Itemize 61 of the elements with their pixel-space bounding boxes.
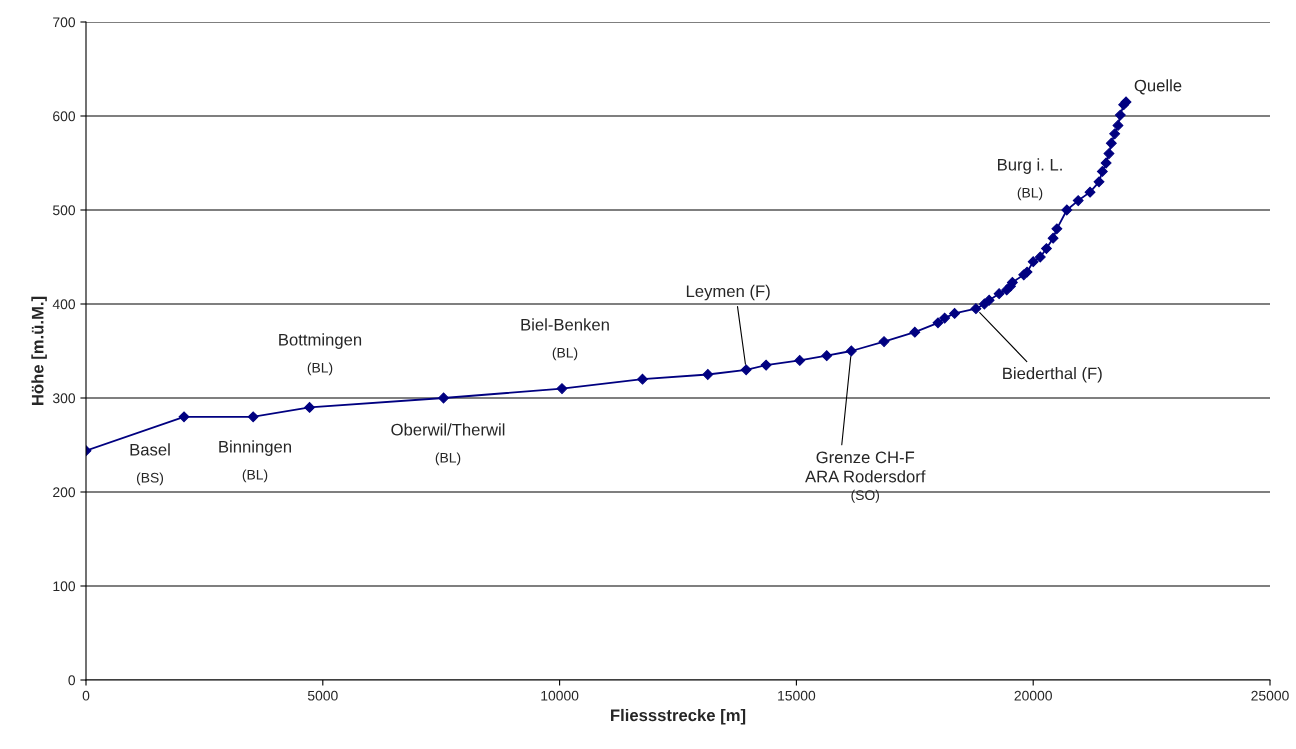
point [247, 411, 259, 423]
point [1100, 157, 1112, 169]
x-tick-label: 10000 [541, 690, 579, 701]
y-tick-label: 100 [53, 581, 76, 592]
point [438, 392, 449, 404]
point [1061, 204, 1073, 216]
point [939, 312, 951, 324]
point [949, 307, 961, 319]
annotation: Biederthal (F) [1003, 367, 1102, 383]
point [178, 411, 190, 423]
point [1096, 166, 1108, 177]
annotation: Oberwil/Therwil (BL) [391, 423, 505, 466]
point [1093, 176, 1105, 188]
annotation: Binningen (BL) [219, 440, 291, 483]
x-tick-label: 5000 [307, 690, 338, 701]
y-tick-label: 200 [53, 487, 76, 498]
y-tick-label: 300 [52, 393, 76, 404]
point [878, 336, 890, 348]
point [845, 345, 857, 357]
x-tick-label: 25000 [1251, 690, 1289, 701]
point [1112, 119, 1124, 131]
point [1047, 232, 1059, 244]
x-tick-label: 15000 [778, 690, 816, 701]
point [1105, 137, 1117, 149]
y-tick-label: 0 [68, 675, 76, 686]
point [740, 364, 752, 376]
point [637, 373, 648, 385]
point [1084, 186, 1096, 198]
y-tick-label: 500 [52, 205, 76, 216]
y-tick-label: 600 [53, 111, 76, 122]
point [821, 350, 833, 362]
point [1103, 148, 1115, 160]
point [794, 354, 806, 366]
annotation: Leymen (F) [686, 284, 770, 301]
annotation: Grenze CH-F ARA Rodersdorf (SO) [805, 451, 926, 503]
y-tick-label: 400 [52, 299, 76, 310]
point [760, 359, 772, 371]
point [1114, 109, 1126, 121]
x-axis-title: Fliessstrecke [m] [611, 708, 746, 725]
y-tick-label: 700 [53, 17, 76, 28]
point [1027, 256, 1039, 268]
point [702, 369, 714, 380]
annotation: Bottmingen (BL) [279, 333, 362, 376]
point [1051, 223, 1063, 235]
annotation: Burg i. L. (BL) [998, 158, 1062, 201]
point [1072, 195, 1084, 207]
point [909, 326, 921, 338]
annotation: Basel (BS) [130, 443, 170, 486]
point [932, 317, 944, 329]
point [304, 401, 315, 413]
x-tick-label: 0 [82, 690, 90, 701]
y-axis-title: Höhe [m.ü.M.] [31, 296, 47, 405]
point [1034, 251, 1046, 263]
point [1041, 243, 1052, 254]
point [556, 383, 568, 395]
point [970, 303, 982, 315]
annotation: Quelle [1134, 79, 1182, 95]
point [1109, 128, 1121, 140]
annotation: Biel-Benken (BL) [521, 318, 609, 361]
x-tick-label: 20000 [1014, 690, 1052, 701]
point [993, 288, 1005, 300]
